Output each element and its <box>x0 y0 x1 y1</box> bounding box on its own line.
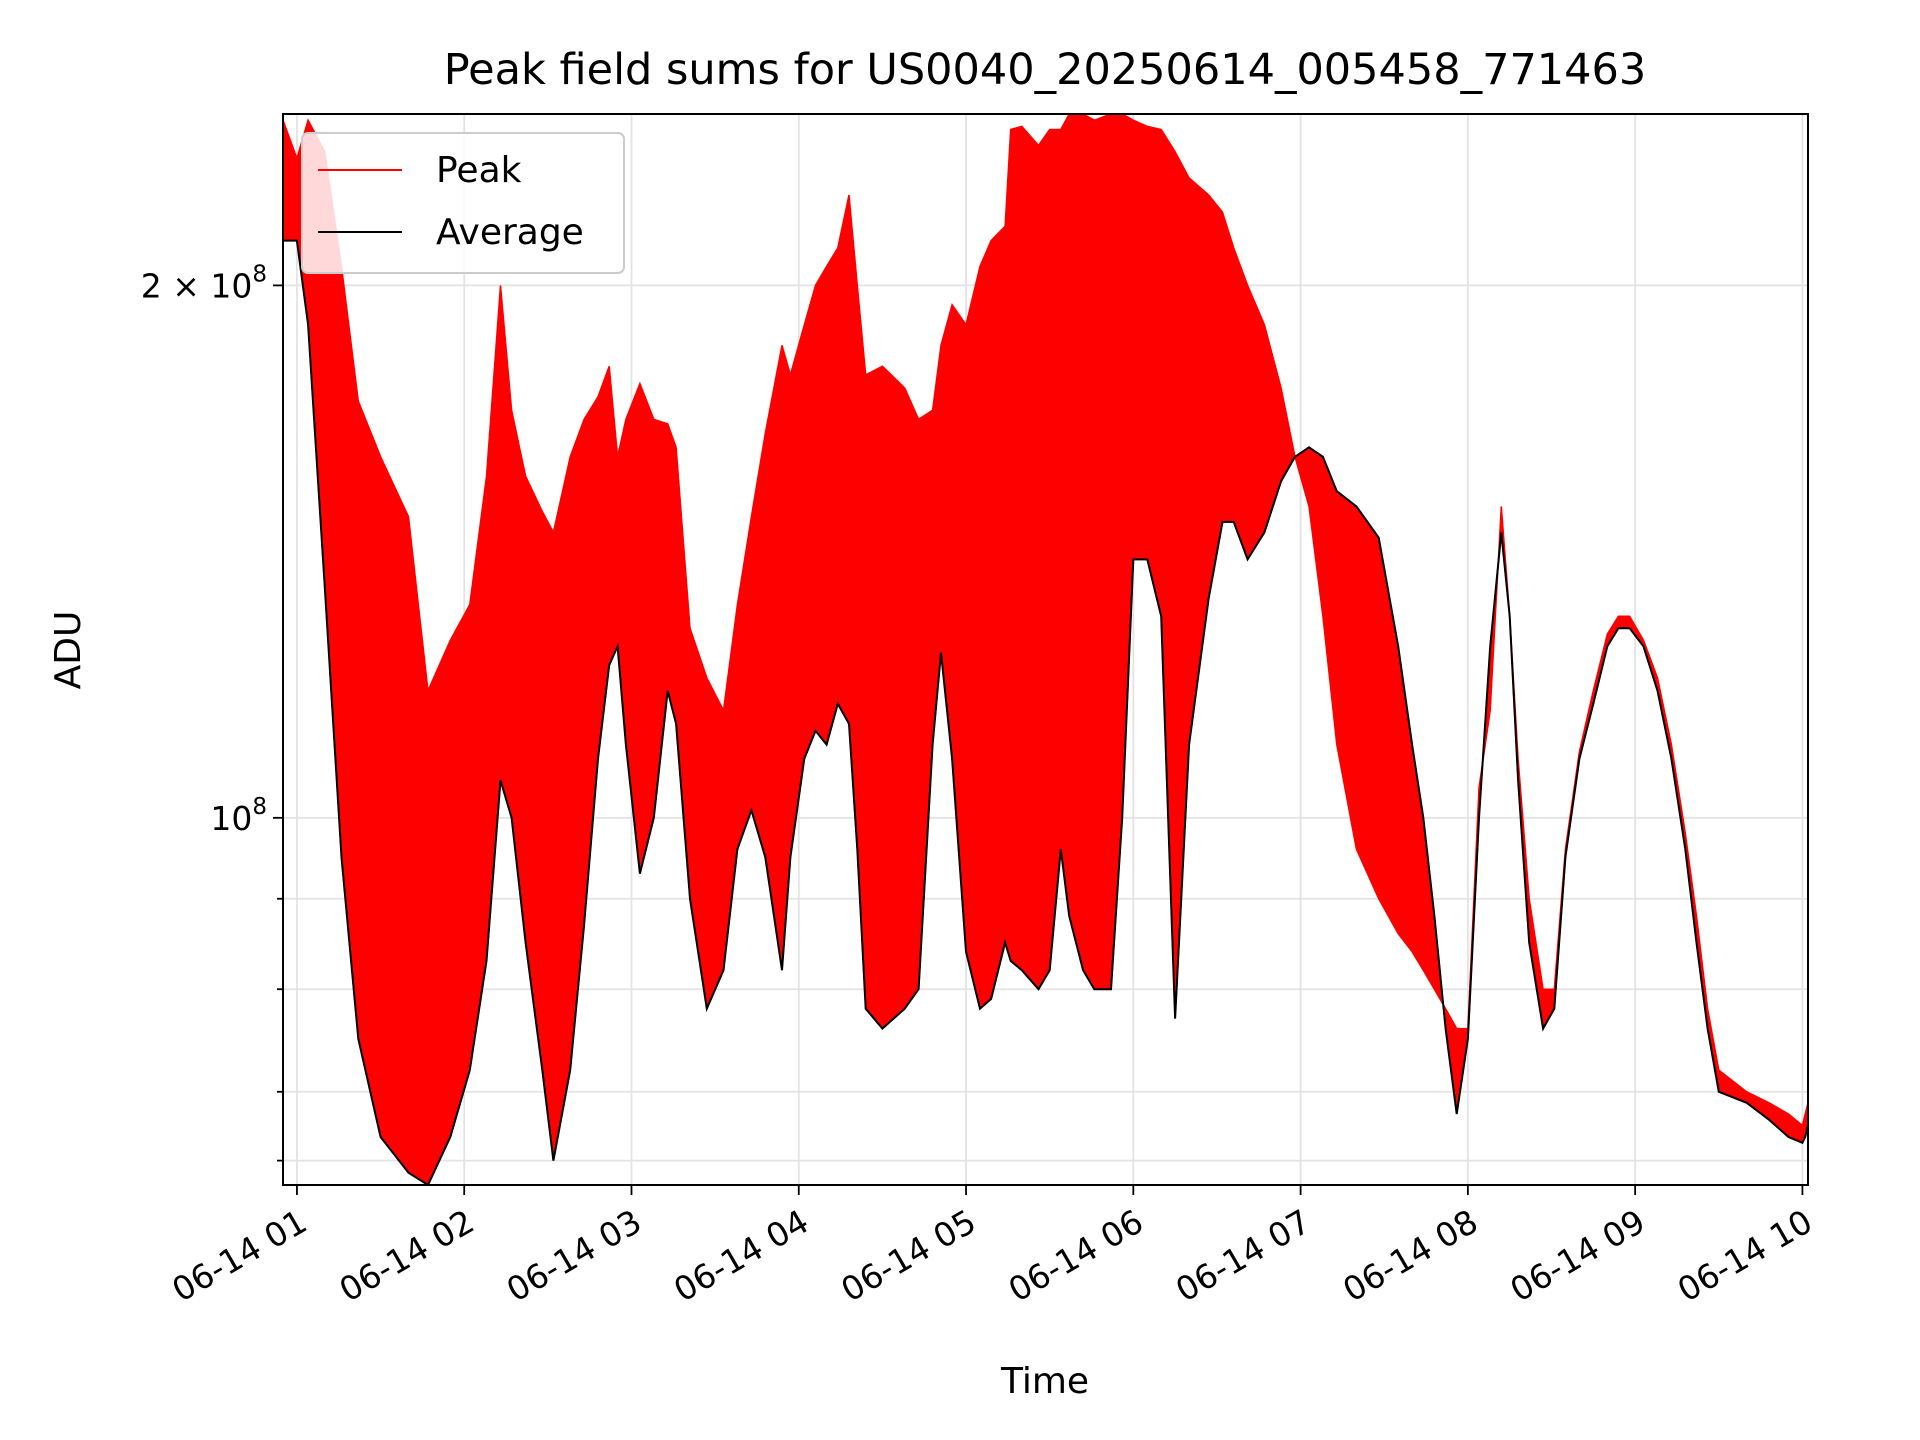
x-axis-label: Time <box>1000 1361 1089 1402</box>
plot-frame <box>282 113 1809 1186</box>
plot-series <box>283 114 1808 1185</box>
legend-box <box>301 132 625 274</box>
y-tick-label: 108 <box>210 794 267 838</box>
series-average-line <box>283 239 1808 1185</box>
y-axis-label: ADU <box>48 611 89 690</box>
chart-title: Peak field sums for US0040_20250614_0054… <box>444 45 1647 95</box>
y-tick-label: 2 × 108 <box>141 261 267 305</box>
legend-average-label: Average <box>436 212 584 253</box>
y-axis: 108 2 × 108 <box>141 261 283 1162</box>
legend-peak-label: Peak <box>436 150 522 191</box>
legend: Peak Average <box>301 132 625 274</box>
